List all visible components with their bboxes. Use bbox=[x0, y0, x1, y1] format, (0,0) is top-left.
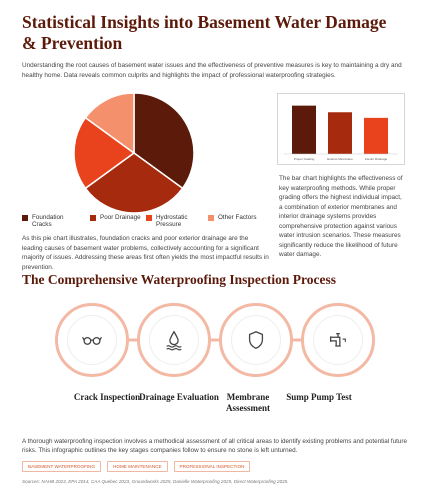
shield-icon bbox=[248, 331, 264, 349]
step-label-membrane: Membrane Assessment bbox=[226, 392, 270, 413]
tag-basement-waterproofing[interactable]: BASEMENT WATERPROOFING bbox=[22, 461, 102, 472]
bar-description: The bar chart highlights the effectivene… bbox=[279, 175, 403, 258]
tag-home-maintenance[interactable]: HOME MAINTENANCE bbox=[107, 461, 168, 472]
pie-legend: Foundation Cracks Poor Drainage Hydrosta… bbox=[22, 214, 262, 232]
step-circle-sump bbox=[301, 303, 375, 377]
bar bbox=[364, 117, 388, 154]
step-circle-crack bbox=[55, 303, 129, 377]
legend-label: Other Factors bbox=[218, 214, 257, 221]
legend-item: Other Factors bbox=[208, 214, 274, 221]
legend-swatch bbox=[208, 215, 214, 221]
pie-slice bbox=[73, 116, 136, 190]
pie-description: As this pie chart illustrates, foundatio… bbox=[22, 235, 269, 271]
bottom-description: A thorough waterproofing inspection invo… bbox=[22, 438, 408, 454]
legend-item: Hydrostatic Pressure bbox=[146, 214, 200, 228]
legend-swatch bbox=[90, 215, 96, 221]
legend-label: Poor Drainage bbox=[100, 214, 141, 221]
step-label-sump: Sump Pump Test bbox=[286, 392, 352, 402]
pie-chart bbox=[73, 92, 195, 214]
legend-item: Poor Drainage bbox=[90, 214, 150, 221]
legend-label: Hydrostatic Pressure bbox=[156, 214, 188, 228]
pipe-icon bbox=[330, 332, 346, 347]
water-drop-icon bbox=[166, 330, 182, 351]
pie-slice bbox=[133, 92, 195, 190]
tag-professional-inspection[interactable]: PROFESSIONAL INSPECTION bbox=[173, 461, 251, 472]
bar-tick-label: Interior Drainage bbox=[365, 157, 388, 161]
process-flow bbox=[55, 297, 375, 383]
section-title: The Comprehensive Waterproofing Inspecti… bbox=[22, 272, 337, 287]
legend-swatch bbox=[22, 215, 28, 221]
step-icon-holder bbox=[231, 315, 281, 365]
bar bbox=[292, 105, 316, 154]
step-circle-membrane bbox=[219, 303, 293, 377]
step-circle-drainage bbox=[137, 303, 211, 377]
bar-chart-frame: Proper Grading Exterior Membrane Interior … bbox=[277, 93, 405, 165]
pie-slice bbox=[84, 152, 184, 214]
step-label-crack: Crack Inspection bbox=[73, 392, 141, 402]
step-icon-holder bbox=[149, 315, 199, 365]
process-connector bbox=[92, 338, 338, 342]
legend-item: Foundation Cracks bbox=[22, 214, 78, 228]
step-icon-holder bbox=[67, 315, 117, 365]
bar-chart: Proper Grading Exterior Membrane Interior … bbox=[284, 105, 398, 161]
tag-list: BASEMENT WATERPROOFING HOME MAINTENANCE … bbox=[22, 461, 251, 472]
legend-label: Foundation Cracks bbox=[32, 214, 64, 228]
step-icon-holder bbox=[313, 315, 363, 365]
pie-slice bbox=[84, 92, 135, 155]
page-title: Statistical Insights into Basement Water… bbox=[22, 12, 387, 53]
legend-swatch bbox=[146, 215, 152, 221]
sources-note: Sources: NAHB 2023, EPA 2014, CAA Quebec… bbox=[22, 479, 289, 484]
bar bbox=[328, 112, 352, 154]
bar-tick-label: Exterior Membrane bbox=[327, 157, 353, 161]
intro-paragraph: Understanding the root causes of basemen… bbox=[22, 62, 402, 79]
bar-tick-label: Proper Grading bbox=[294, 157, 315, 161]
glasses-icon bbox=[82, 336, 102, 345]
step-label-drainage: Drainage Evaluation bbox=[139, 392, 219, 402]
